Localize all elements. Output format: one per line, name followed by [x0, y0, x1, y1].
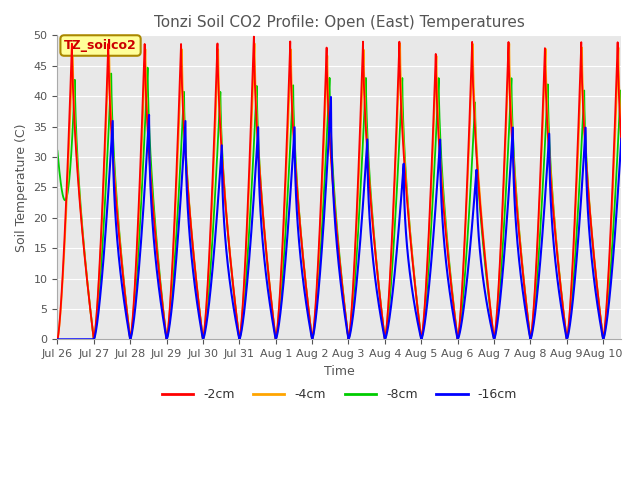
X-axis label: Time: Time: [324, 365, 355, 378]
Legend: -2cm, -4cm, -8cm, -16cm: -2cm, -4cm, -8cm, -16cm: [157, 383, 522, 406]
Text: TZ_soilco2: TZ_soilco2: [64, 39, 137, 52]
Y-axis label: Soil Temperature (C): Soil Temperature (C): [15, 123, 28, 252]
Title: Tonzi Soil CO2 Profile: Open (East) Temperatures: Tonzi Soil CO2 Profile: Open (East) Temp…: [154, 15, 525, 30]
